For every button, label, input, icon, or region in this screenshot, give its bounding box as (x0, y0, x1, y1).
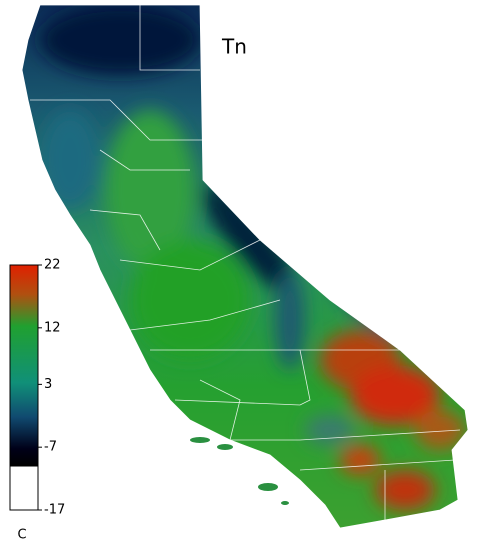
colorbar-tick-label: 3 (44, 377, 52, 392)
map-title: Tn (221, 35, 247, 59)
colorbar-tick-label: 22 (44, 258, 61, 273)
colorbar (9, 264, 39, 511)
islands (190, 437, 289, 505)
colorbar-tick-label: -17 (44, 503, 65, 518)
colorbar-tick-label: 12 (44, 320, 61, 335)
state-outline (21, 4, 469, 529)
colorbar-tick-label: -7 (44, 440, 57, 455)
colorbar-unit: C (17, 528, 26, 543)
